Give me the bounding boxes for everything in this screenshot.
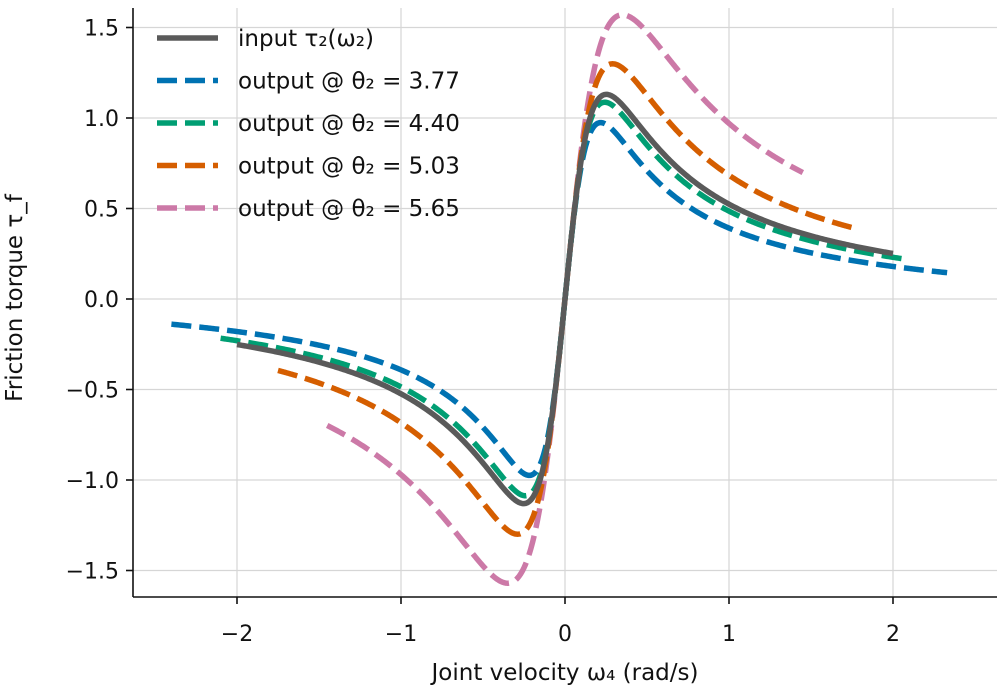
y-tick-label: 1.0 — [84, 107, 119, 132]
x-tick-label: −1 — [385, 622, 417, 647]
x-tick-label: 2 — [886, 622, 900, 647]
x-tick-label: 0 — [558, 622, 572, 647]
x-tick-label: 1 — [722, 622, 736, 647]
y-tick-label: −0.5 — [66, 379, 119, 404]
y-tick-label: 1.5 — [84, 17, 119, 42]
tick-labels: −2 −1 0 1 2 −1.5 −1.0 −0.5 0.0 0.5 1.0 1.5 — [66, 17, 900, 648]
legend: input τ₂(ω₂) output @ θ₂ = 3.77 output @ θ… — [157, 26, 460, 222]
x-tick-label: −2 — [221, 622, 253, 647]
y-tick-label: 0.0 — [84, 288, 119, 313]
legend-label-4: output @ θ₂ = 5.65 — [238, 196, 460, 222]
y-tick-label: 0.5 — [84, 198, 119, 223]
y-axis-label: Friction torque τ_f — [2, 193, 28, 402]
series-line-0 — [235, 91, 895, 507]
x-axis-label: Joint velocity ω₄ (rad/s) — [430, 660, 699, 686]
series-line-1 — [170, 119, 949, 479]
legend-label-3: output @ θ₂ = 5.03 — [238, 154, 460, 180]
series-lines — [170, 12, 949, 586]
legend-label-2: output @ θ₂ = 4.40 — [238, 111, 460, 137]
y-tick-label: −1.5 — [66, 560, 119, 585]
y-tick-label: −1.0 — [66, 469, 119, 494]
legend-label-1: output @ θ₂ = 3.77 — [238, 69, 460, 95]
legend-label-0: input τ₂(ω₂) — [238, 26, 374, 52]
